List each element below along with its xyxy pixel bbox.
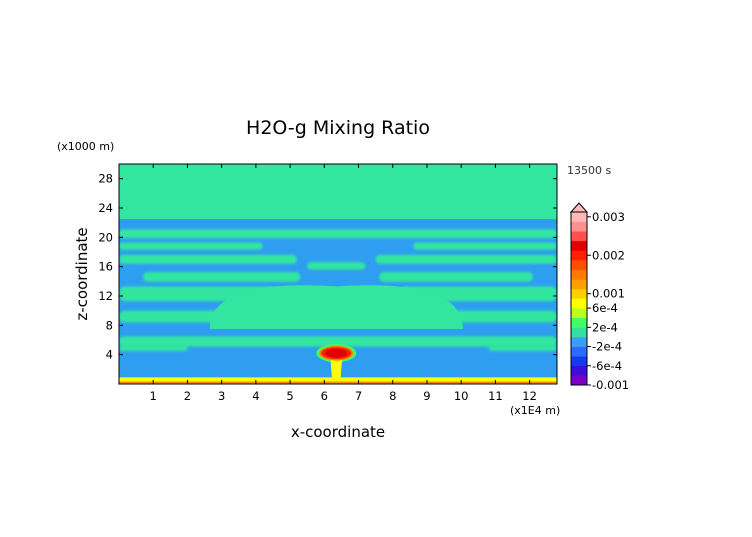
y-tick-label: 24 (98, 201, 113, 215)
x-tick-label: 6 (321, 389, 328, 403)
field-band-12 (119, 336, 557, 347)
y-tick-label: 16 (98, 260, 113, 274)
colorbar-label: 0.003 (592, 210, 625, 224)
x-tick-label: 7 (355, 389, 362, 403)
y-tick-label: 8 (106, 318, 113, 332)
colorbar-swatch (571, 346, 587, 357)
field-band-14 (488, 345, 557, 351)
field-central-dome (209, 285, 463, 329)
field-band-7 (379, 272, 534, 282)
surface-layer-warm (119, 381, 557, 384)
x-tick-label: 2 (184, 389, 191, 403)
x-tick-label: 8 (389, 389, 396, 403)
colorbar-swatch (571, 279, 587, 290)
field-band-2 (413, 242, 557, 250)
colorbar-label: -6e-4 (592, 359, 622, 373)
colorbar-swatch (571, 336, 587, 347)
colorbar-swatch (571, 212, 587, 222)
x-tick-label: 4 (252, 389, 259, 403)
y-tick-label: 4 (106, 348, 113, 362)
field-band-5 (307, 262, 366, 270)
colorbar-swatch (571, 231, 587, 242)
plot-frame (118, 163, 558, 385)
colorbar-swatch (571, 298, 587, 309)
surface-layer (119, 377, 557, 384)
colorbar-swatch (571, 269, 587, 280)
colorbar-label: -2e-4 (592, 340, 622, 354)
field-band-16 (276, 209, 404, 217)
field-band-0 (119, 229, 557, 239)
field-band-3 (119, 254, 297, 264)
colorbar-swatch (571, 260, 587, 270)
colorbar-swatch (571, 375, 587, 386)
colorbar-label: 0.002 (592, 248, 625, 262)
y-tick-label: 28 (98, 172, 113, 186)
field-band-13 (119, 345, 188, 351)
x-tick-label: 5 (286, 389, 293, 403)
colorbar-swatch (571, 356, 587, 367)
y-axis: 4 8 12 16 20 24 28 (98, 172, 557, 362)
colorbar-swatch (571, 308, 587, 319)
x-tick-label: 12 (522, 389, 537, 403)
field-band-15 (303, 200, 376, 207)
colorbar-swatch (571, 317, 587, 328)
field-band-6 (142, 272, 301, 282)
field-band-11 (444, 310, 557, 323)
x-tick-label: 11 (488, 389, 503, 403)
x-axis: 1 2 3 4 5 6 7 8 9 10 11 12 (150, 164, 537, 403)
field-band-4 (375, 254, 557, 264)
y-tick-label: 12 (98, 289, 113, 303)
x-axis-title: x-coordinate (291, 423, 385, 441)
field-band-10 (119, 310, 232, 323)
plot-field (119, 164, 557, 384)
colorbar-label: 0.001 (592, 287, 625, 301)
colorbar-label: 2e-4 (592, 320, 618, 334)
time-label: 13500 s (567, 164, 611, 177)
colorbar-swatch (571, 240, 587, 251)
chart-title: H2O-g Mixing Ratio (246, 117, 430, 139)
y-axis-title: z-coordinate (73, 227, 91, 320)
x-tick-label: 3 (218, 389, 225, 403)
colorbar-swatch (571, 327, 587, 338)
colorbar-frame (570, 211, 588, 386)
field-band-1 (119, 242, 263, 250)
colorbar-swatch (571, 365, 587, 376)
colorbar-swatch (571, 221, 587, 232)
plume-stem (330, 357, 343, 382)
colorbar-label: 6e-4 (592, 301, 618, 315)
colorbar-extend-arrow (569, 202, 589, 213)
colorbar-swatch (571, 288, 587, 299)
y-unit-label: (x1000 m) (57, 140, 114, 153)
plume-cap-core (325, 348, 348, 358)
x-tick-label: 9 (423, 389, 430, 403)
x-tick-label: 10 (454, 389, 469, 403)
y-tick-label: 20 (98, 230, 113, 244)
x-unit-label: (x1E4 m) (510, 404, 560, 417)
colorbar-label: -0.001 (592, 378, 629, 392)
colorbar-swatch (571, 250, 587, 261)
x-tick-label: 1 (150, 389, 157, 403)
